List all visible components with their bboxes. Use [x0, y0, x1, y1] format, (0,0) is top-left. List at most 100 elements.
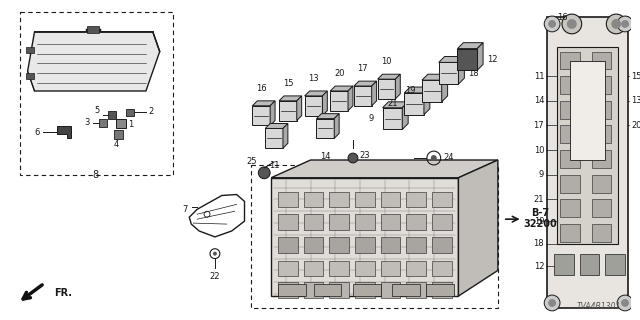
Bar — [560, 175, 580, 193]
Polygon shape — [334, 114, 339, 138]
Polygon shape — [378, 74, 400, 79]
Bar — [252, 165, 498, 308]
Polygon shape — [271, 160, 498, 178]
Bar — [560, 199, 580, 217]
Polygon shape — [404, 87, 430, 93]
Text: 13: 13 — [631, 96, 640, 105]
Bar — [406, 192, 426, 207]
Text: 25: 25 — [246, 157, 257, 166]
Text: 23: 23 — [360, 151, 370, 160]
Bar — [383, 108, 403, 129]
Polygon shape — [439, 57, 465, 62]
Bar — [406, 260, 426, 276]
Text: 17: 17 — [358, 64, 368, 73]
Bar — [381, 237, 400, 253]
Text: 6: 6 — [35, 128, 40, 137]
Bar — [406, 282, 426, 298]
Circle shape — [259, 167, 270, 179]
Polygon shape — [316, 114, 339, 119]
Text: 19: 19 — [534, 217, 544, 226]
Bar — [458, 49, 477, 70]
Bar — [381, 282, 400, 298]
Text: TVA4B1301: TVA4B1301 — [577, 302, 621, 311]
Bar — [278, 214, 298, 230]
Bar — [355, 260, 374, 276]
Bar — [591, 125, 611, 143]
Text: 20: 20 — [631, 121, 640, 130]
Bar — [278, 192, 298, 207]
Circle shape — [348, 153, 358, 163]
Text: 17: 17 — [534, 121, 544, 130]
Bar — [26, 73, 33, 79]
Bar — [305, 96, 323, 116]
Bar — [378, 79, 396, 99]
Polygon shape — [458, 160, 498, 296]
Text: 21: 21 — [387, 99, 397, 108]
Polygon shape — [297, 96, 301, 121]
Text: FR.: FR. — [54, 288, 72, 298]
Bar — [303, 214, 323, 230]
Circle shape — [606, 14, 626, 34]
Circle shape — [617, 295, 633, 311]
Text: 2: 2 — [148, 107, 154, 116]
Polygon shape — [477, 43, 483, 70]
Bar — [87, 26, 99, 33]
Bar — [330, 192, 349, 207]
Bar — [252, 106, 270, 125]
Bar — [591, 101, 611, 119]
Text: 10: 10 — [534, 146, 544, 155]
Bar — [560, 101, 580, 119]
Bar — [354, 86, 372, 106]
Bar — [278, 237, 298, 253]
Bar — [605, 254, 625, 275]
Circle shape — [431, 155, 436, 161]
Polygon shape — [396, 74, 400, 99]
Circle shape — [621, 20, 629, 28]
Bar — [458, 49, 477, 70]
Text: 22: 22 — [210, 272, 220, 281]
Circle shape — [548, 299, 556, 307]
Bar — [353, 284, 381, 296]
Text: 13: 13 — [308, 74, 319, 83]
Bar — [126, 109, 134, 116]
Bar — [381, 214, 400, 230]
Bar — [422, 80, 442, 102]
Bar — [265, 128, 283, 148]
Text: 1: 1 — [129, 120, 134, 129]
Bar — [560, 125, 580, 143]
Bar — [432, 214, 452, 230]
Polygon shape — [458, 57, 465, 84]
Polygon shape — [323, 91, 327, 116]
Bar — [426, 284, 454, 296]
Bar — [591, 76, 611, 94]
Bar — [108, 111, 116, 119]
Bar — [554, 254, 574, 275]
Text: 3: 3 — [84, 118, 90, 127]
Text: 12: 12 — [534, 262, 544, 271]
Bar — [330, 260, 349, 276]
Text: 12: 12 — [486, 55, 497, 64]
Bar — [591, 199, 611, 217]
Bar — [116, 119, 126, 128]
Text: 19: 19 — [405, 86, 415, 95]
Text: 11: 11 — [534, 72, 544, 81]
Bar — [355, 237, 374, 253]
Circle shape — [611, 19, 621, 29]
Bar — [432, 260, 452, 276]
Bar — [115, 131, 124, 139]
Bar — [330, 214, 349, 230]
Bar — [330, 282, 349, 298]
Bar — [560, 76, 580, 94]
Polygon shape — [28, 32, 160, 91]
Text: 20: 20 — [334, 69, 344, 78]
Polygon shape — [424, 87, 430, 115]
Text: 11: 11 — [269, 161, 279, 171]
Bar — [406, 214, 426, 230]
Bar — [26, 47, 33, 52]
Text: 15: 15 — [283, 79, 293, 88]
Circle shape — [621, 299, 629, 307]
Bar — [439, 62, 458, 84]
Circle shape — [617, 16, 633, 32]
Text: 24: 24 — [444, 153, 454, 162]
Text: 32200: 32200 — [524, 219, 557, 229]
